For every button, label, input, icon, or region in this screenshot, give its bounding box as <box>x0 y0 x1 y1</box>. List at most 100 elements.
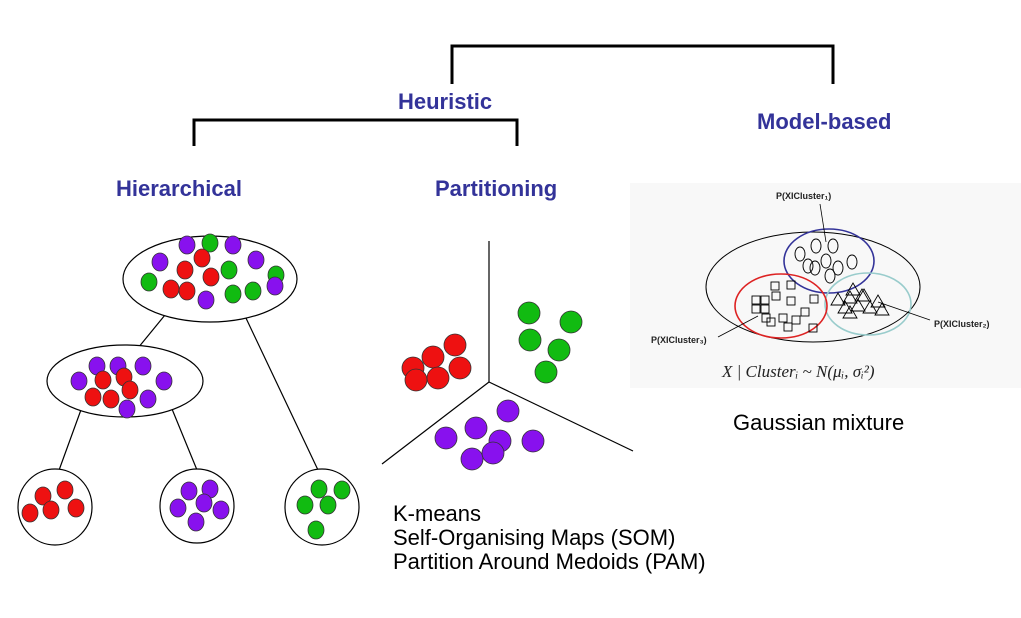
gaussian-mixture-diagram: P(XICluster₁) P(XICluster₂) P(XICluster₃… <box>630 183 1021 388</box>
gm-oval-point <box>824 268 836 284</box>
gm-square-point <box>809 294 819 304</box>
data-point <box>187 512 205 532</box>
data-point <box>193 248 211 268</box>
gm-triangle-point <box>862 300 878 314</box>
tree-edge <box>171 408 198 471</box>
data-point <box>121 380 139 400</box>
gm-square-point <box>751 304 761 314</box>
gm-square-point <box>800 307 810 317</box>
data-point <box>151 252 169 272</box>
gm-square-point <box>808 323 818 333</box>
data-point <box>56 480 74 500</box>
data-point <box>247 250 265 270</box>
data-point <box>404 368 428 392</box>
gm-cluster1-label: P(XICluster₁) <box>776 191 831 201</box>
label-heuristic: Heuristic <box>398 89 493 114</box>
data-point <box>162 279 180 299</box>
data-point <box>169 498 187 518</box>
data-point <box>176 260 194 280</box>
data-point <box>21 503 39 523</box>
data-point <box>518 328 542 352</box>
gm-square-point <box>791 315 801 325</box>
data-point <box>178 235 196 255</box>
gm-oval-point <box>794 246 806 262</box>
data-point <box>464 416 488 440</box>
data-point <box>448 356 472 380</box>
data-point <box>224 235 242 255</box>
data-point <box>202 267 220 287</box>
data-point <box>496 399 520 423</box>
data-point <box>517 301 541 325</box>
data-point <box>180 481 198 501</box>
data-point <box>102 389 120 409</box>
partition-line <box>381 381 490 465</box>
data-point <box>443 333 467 357</box>
gm-cluster1-ellipse <box>783 228 875 294</box>
gm-oval-point <box>810 238 822 254</box>
method-pam: Partition Around Medoids (PAM) <box>393 549 706 574</box>
gm-oval-point <box>846 254 858 270</box>
gm-triangle-point <box>874 302 890 316</box>
data-point <box>212 500 230 520</box>
data-point <box>197 290 215 310</box>
gm-outer-ellipse <box>705 231 921 343</box>
data-point <box>139 389 157 409</box>
data-point <box>434 426 458 450</box>
data-point <box>310 479 328 499</box>
data-point <box>266 276 284 296</box>
gm-triangle-point <box>842 290 858 304</box>
data-point <box>178 281 196 301</box>
taxonomy-brackets <box>192 44 835 146</box>
gm-square-point <box>783 322 793 332</box>
gm-oval-point <box>832 260 844 276</box>
gm-pointers <box>717 203 931 338</box>
gm-cluster3-ellipse <box>734 273 828 339</box>
gm-triangle-point <box>845 282 861 296</box>
gm-points <box>751 238 890 333</box>
data-point <box>521 429 545 453</box>
data-point <box>140 272 158 292</box>
data-point <box>559 310 583 334</box>
tree-edge <box>57 406 83 474</box>
gm-triangle-point <box>837 300 853 314</box>
gm-triangle-point <box>842 305 858 319</box>
method-som: Self-Organising Maps (SOM) <box>393 525 676 550</box>
data-point <box>34 486 52 506</box>
data-point <box>244 281 262 301</box>
data-point <box>534 360 558 384</box>
gm-equation: X | Clusterᵢ ~ N(μᵢ, σᵢ²) <box>721 362 875 381</box>
data-point <box>296 495 314 515</box>
data-point <box>195 493 213 513</box>
tree-edge <box>244 315 319 471</box>
partitioning-diagram <box>381 241 634 465</box>
data-point <box>426 366 450 390</box>
gaussian-caption: Gaussian mixture <box>733 410 905 435</box>
label-partitioning: Partitioning <box>435 176 558 201</box>
method-kmeans: K-means <box>393 501 482 526</box>
data-point <box>70 371 88 391</box>
data-point <box>94 370 112 390</box>
label-model-based: Model-based <box>757 109 892 134</box>
data-point <box>224 284 242 304</box>
gm-square-point <box>751 295 761 305</box>
gm-oval-point <box>820 253 832 269</box>
data-point <box>118 399 136 419</box>
gm-triangle-point <box>850 298 866 312</box>
data-point <box>547 338 571 362</box>
tree-edge <box>137 314 166 349</box>
data-point <box>481 441 505 465</box>
gm-cluster2-label: P(XICluster₂) <box>934 319 990 329</box>
gm-cluster2-ellipse <box>824 272 912 336</box>
gm-background <box>630 183 1021 388</box>
gm-square-point <box>786 296 796 306</box>
data-point <box>220 260 238 280</box>
gm-triangle-point <box>870 294 886 308</box>
gm-square-point <box>760 295 770 305</box>
gm-triangle-point <box>830 292 846 306</box>
gm-square-point <box>770 281 780 291</box>
pointer-cluster2 <box>877 301 931 321</box>
gm-square-point <box>786 280 796 290</box>
pointer-cluster1 <box>819 203 827 243</box>
gm-square-point <box>778 313 788 323</box>
